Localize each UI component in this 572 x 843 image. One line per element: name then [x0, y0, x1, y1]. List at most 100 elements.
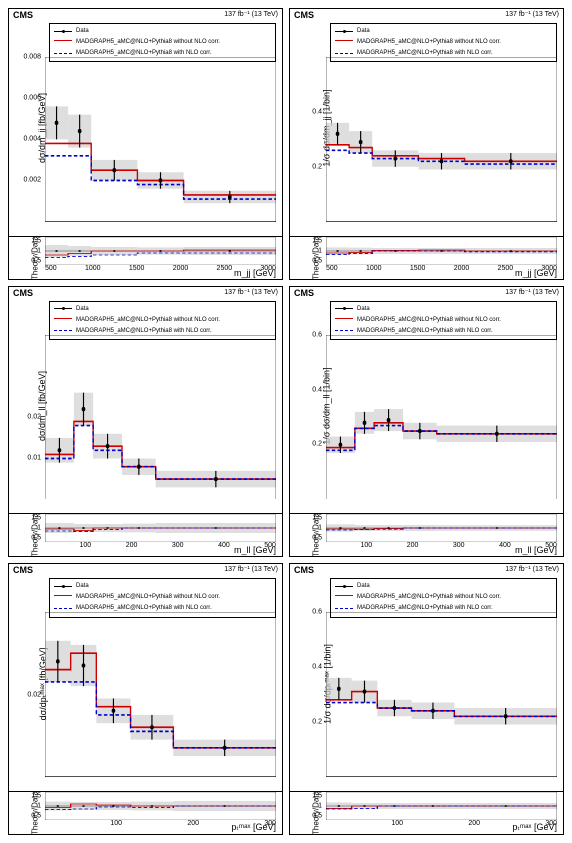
- tick-label: 0.5: [31, 257, 41, 264]
- tick-label: 0.004: [23, 136, 41, 143]
- data-marker-icon: [54, 27, 72, 35]
- tick-label: 1000: [366, 265, 382, 279]
- main-plot: dσ/dm_jj [fb/GeV]0.0080.0060.0040.002 Da…: [9, 21, 282, 237]
- tick-label: 0.4: [312, 386, 322, 393]
- tick-label: 0.5: [31, 535, 41, 542]
- ratio-y-ticks: 0.511.5: [290, 514, 324, 542]
- legend-row-data: Data: [54, 305, 271, 313]
- panel-header: CMS137 fb⁻¹ (13 TeV): [9, 564, 282, 576]
- tick-label: 1: [37, 802, 41, 809]
- tick-label: 0.006: [23, 95, 41, 102]
- line-blue-icon: [54, 327, 72, 335]
- ratio-chart-area: [326, 514, 557, 542]
- legend-label: MADGRAPH5_aMC@NLO+Pythia8 without NLO co…: [357, 38, 501, 46]
- legend-row-red: MADGRAPH5_aMC@NLO+Pythia8 without NLO co…: [335, 591, 552, 603]
- line-red-icon: [54, 40, 72, 48]
- tick-label: 0.6: [312, 331, 322, 338]
- legend-label: Data: [357, 27, 370, 35]
- legend-label: MADGRAPH5_aMC@NLO+Pythia8 without NLO co…: [76, 593, 220, 601]
- line-red-icon: [335, 595, 353, 603]
- tick-label: 1.5: [312, 792, 322, 799]
- ratio-y-ticks: 0.511.5: [9, 514, 43, 542]
- tick-label: 100: [110, 820, 122, 834]
- main-plot: 1/σ dσ/dpₜᵐᵃˣ [1/bin]0.60.40.2 Data MADG…: [290, 576, 563, 792]
- luminosity-label: 137 fb⁻¹ (13 TeV): [224, 565, 278, 576]
- experiment-label: CMS: [294, 565, 314, 576]
- x-axis-label: m_jj [GeV]: [234, 268, 276, 278]
- panel-header: CMS137 fb⁻¹ (13 TeV): [290, 9, 563, 21]
- line-red-icon: [54, 595, 72, 603]
- x-axis-label: m_jj [GeV]: [515, 268, 557, 278]
- y-ticks: 0.0080.0060.0040.002: [9, 57, 43, 222]
- tick-label: 1000: [85, 265, 101, 279]
- tick-label: 0.4: [312, 664, 322, 671]
- legend-row-data: Data: [335, 582, 552, 590]
- ratio-y-ticks: 0.511.5: [290, 792, 324, 820]
- tick-label: 0.02: [27, 413, 41, 420]
- tick-label: 100: [361, 542, 373, 556]
- main-plot: dσ/dm_ll [fb/GeV]0.020.01 Data MADGRAPH5…: [9, 299, 282, 515]
- data-marker-icon: [335, 305, 353, 313]
- tick-label: 0.2: [312, 441, 322, 448]
- tick-label: 1.5: [31, 237, 41, 244]
- ratio-plot: Theory/Data0.511.55001000150020002500300…: [9, 237, 282, 279]
- line-blue-icon: [335, 49, 353, 57]
- ratio-y-ticks: 0.5 1 1.5: [9, 237, 43, 265]
- ratio-plot: Theory/Data0.511.5100200300400500m_ll [G…: [290, 514, 563, 556]
- tick-label: 1.5: [312, 515, 322, 522]
- ratio-plot: Theory/Data0.511.5100200300pₜᵐᵃˣ [GeV]: [9, 792, 282, 834]
- legend-row-red: MADGRAPH5_aMC@NLO+Pythia8 without NLO co…: [335, 314, 552, 326]
- y-ticks: 0.40.2: [290, 57, 324, 222]
- tick-label: 500: [326, 265, 338, 279]
- legend-label: MADGRAPH5_aMC@NLO+Pythia8 with NLO corr.: [357, 49, 493, 57]
- panel-header: CMS137 fb⁻¹ (13 TeV): [9, 9, 282, 21]
- legend-label: MADGRAPH5_aMC@NLO+Pythia8 without NLO co…: [357, 316, 501, 324]
- tick-label: 200: [126, 542, 138, 556]
- tick-label: 300: [172, 542, 184, 556]
- legend-row-red: MADGRAPH5_aMC@NLO+Pythia8 without NLO co…: [54, 591, 271, 603]
- chart-area: [326, 57, 557, 222]
- legend-label: MADGRAPH5_aMC@NLO+Pythia8 without NLO co…: [357, 593, 501, 601]
- panel-header: CMS137 fb⁻¹ (13 TeV): [290, 564, 563, 576]
- ratio-chart-area: [45, 237, 276, 265]
- tick-label: 0.002: [23, 177, 41, 184]
- tick-label: 1: [37, 247, 41, 254]
- line-blue-icon: [335, 604, 353, 612]
- legend-row-blue: MADGRAPH5_aMC@NLO+Pythia8 with NLO corr.: [54, 327, 271, 335]
- tick-label: 0.2: [312, 163, 322, 170]
- data-marker-icon: [54, 582, 72, 590]
- tick-label: 1500: [410, 265, 426, 279]
- data-marker-icon: [54, 305, 72, 313]
- chart-panel: CMS137 fb⁻¹ (13 TeV)dσ/dm_ll [fb/GeV]0.0…: [8, 286, 283, 558]
- tick-label: 0.01: [27, 455, 41, 462]
- tick-label: 300: [453, 542, 465, 556]
- chart-area: [45, 612, 276, 777]
- legend-label: Data: [76, 582, 89, 590]
- experiment-label: CMS: [13, 288, 33, 299]
- tick-label: 2500: [217, 265, 233, 279]
- ratio-chart-area: [326, 237, 557, 265]
- legend-label: MADGRAPH5_aMC@NLO+Pythia8 with NLO corr.: [357, 604, 493, 612]
- legend-label: Data: [76, 27, 89, 35]
- legend-label: MADGRAPH5_aMC@NLO+Pythia8 with NLO corr.: [76, 604, 212, 612]
- main-plot: dσ/dpₜᵐᵃˣ [fb/GeV]0.02 Data MADGRAPH5_aM…: [9, 576, 282, 792]
- legend-label: MADGRAPH5_aMC@NLO+Pythia8 without NLO co…: [76, 316, 220, 324]
- legend-row-red: MADGRAPH5_aMC@NLO+Pythia8 without NLO co…: [54, 314, 271, 326]
- ratio-chart-area: [45, 792, 276, 820]
- legend-row-data: Data: [54, 582, 271, 590]
- tick-label: 200: [407, 542, 419, 556]
- tick-label: 0.5: [312, 535, 322, 542]
- tick-label: 0.5: [312, 812, 322, 819]
- tick-label: 500: [45, 265, 57, 279]
- legend-label: Data: [357, 305, 370, 313]
- line-blue-icon: [335, 327, 353, 335]
- legend-row-red: MADGRAPH5_aMC@NLO+Pythia8 without NLO co…: [54, 36, 271, 48]
- legend-label: MADGRAPH5_aMC@NLO+Pythia8 without NLO co…: [76, 38, 220, 46]
- chart-panel: CMS137 fb⁻¹ (13 TeV)dσ/dm_jj [fb/GeV]0.0…: [8, 8, 283, 280]
- legend-row-blue: MADGRAPH5_aMC@NLO+Pythia8 with NLO corr.: [335, 604, 552, 612]
- data-marker-icon: [335, 582, 353, 590]
- tick-label: 1.5: [312, 237, 322, 244]
- y-ticks: 0.60.40.2: [290, 612, 324, 777]
- tick-label: 2000: [454, 265, 470, 279]
- luminosity-label: 137 fb⁻¹ (13 TeV): [505, 288, 559, 299]
